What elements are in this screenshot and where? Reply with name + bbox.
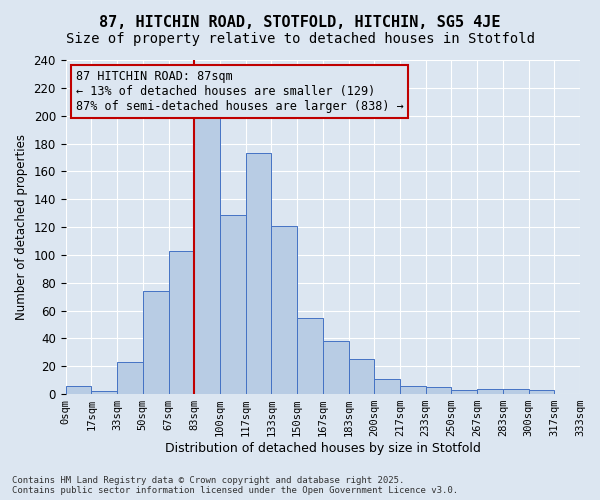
Text: 87, HITCHIN ROAD, STOTFOLD, HITCHIN, SG5 4JE: 87, HITCHIN ROAD, STOTFOLD, HITCHIN, SG5… [99, 15, 501, 30]
Text: Contains HM Land Registry data © Crown copyright and database right 2025.
Contai: Contains HM Land Registry data © Crown c… [12, 476, 458, 495]
Bar [91, 392, 117, 394]
Bar [271, 226, 297, 394]
Bar [245, 154, 271, 394]
Bar [194, 116, 220, 394]
Bar [169, 250, 194, 394]
X-axis label: Distribution of detached houses by size in Stotfold: Distribution of detached houses by size … [165, 442, 481, 455]
Bar [297, 318, 323, 394]
Bar [349, 360, 374, 394]
Y-axis label: Number of detached properties: Number of detached properties [15, 134, 28, 320]
Bar [529, 390, 554, 394]
Bar [477, 388, 503, 394]
Bar [425, 387, 451, 394]
Bar [374, 379, 400, 394]
Bar [451, 390, 477, 394]
Bar [400, 386, 425, 394]
Bar [220, 214, 245, 394]
Bar [323, 341, 349, 394]
Bar [65, 386, 91, 394]
Bar [117, 362, 143, 394]
Text: 87 HITCHIN ROAD: 87sqm
← 13% of detached houses are smaller (129)
87% of semi-de: 87 HITCHIN ROAD: 87sqm ← 13% of detached… [76, 70, 404, 113]
Bar [143, 291, 169, 394]
Bar [503, 388, 529, 394]
Text: Size of property relative to detached houses in Stotfold: Size of property relative to detached ho… [65, 32, 535, 46]
